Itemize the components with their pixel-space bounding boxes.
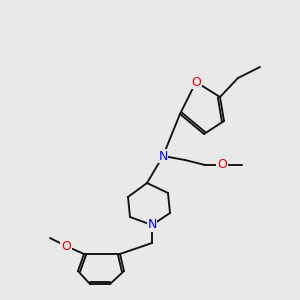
Text: O: O — [191, 76, 201, 88]
Text: N: N — [147, 218, 157, 232]
Text: O: O — [61, 239, 71, 253]
Text: O: O — [217, 158, 227, 172]
Text: N: N — [158, 149, 168, 163]
